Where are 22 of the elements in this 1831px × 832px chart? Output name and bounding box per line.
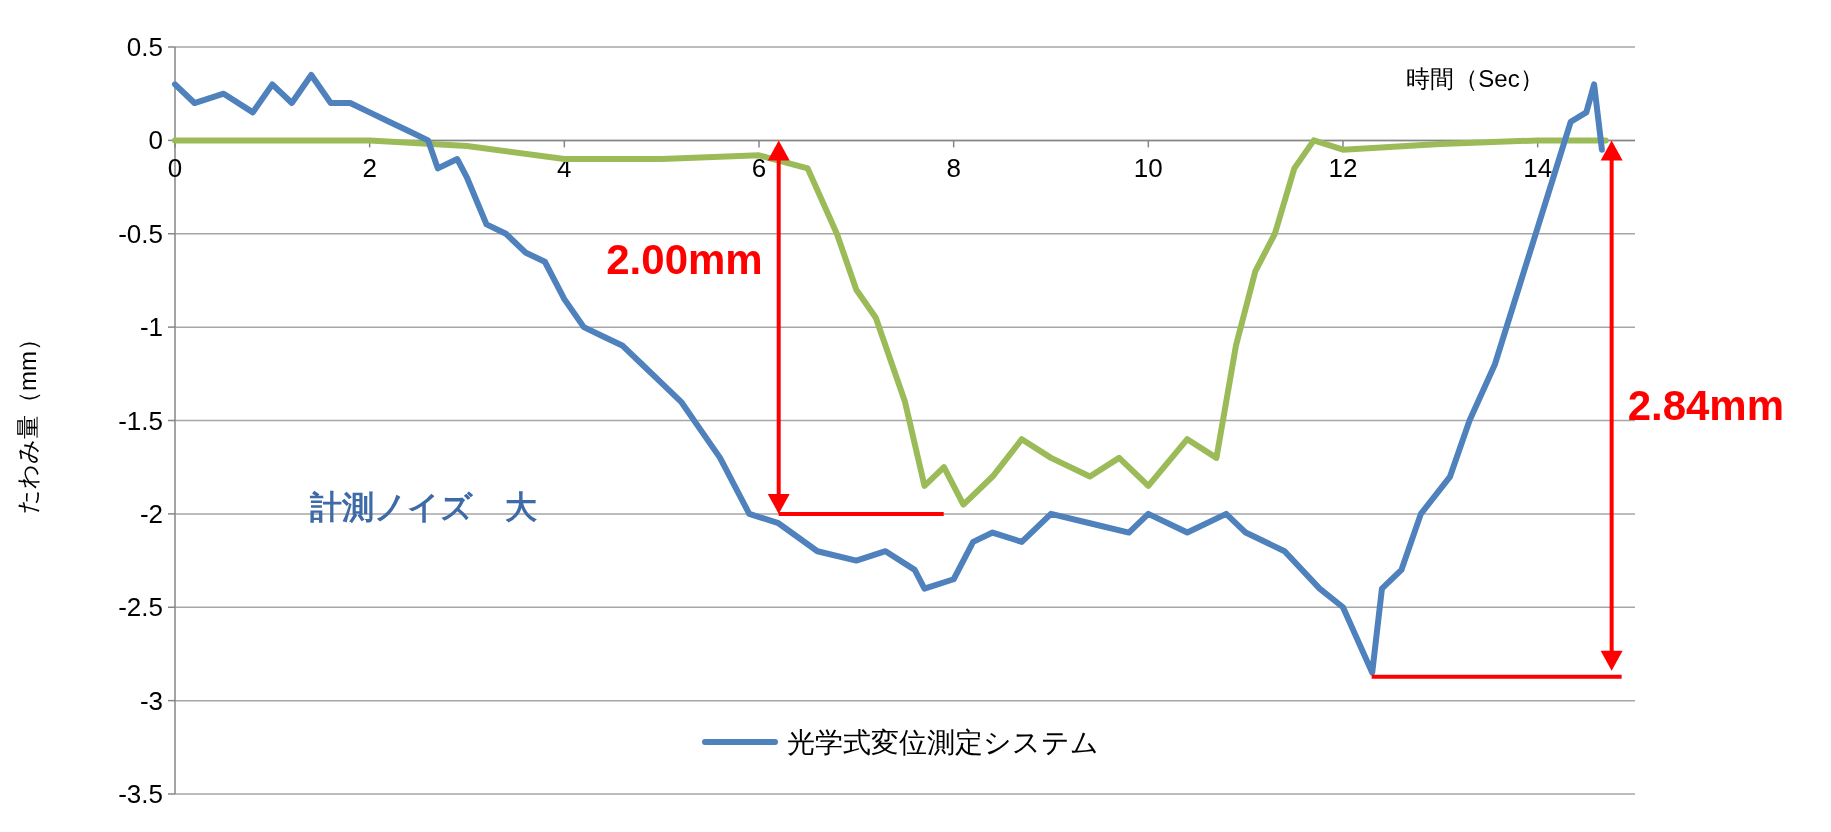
x-tick-label: 10 [1133,153,1163,184]
y-tick-label: -0.5 [118,218,163,249]
y-tick-label: -1.5 [118,405,163,436]
x-tick-label: 6 [751,153,767,184]
x-axis-title: 時間（Sec） [1406,65,1544,92]
y-tick-label: 0.5 [126,32,163,62]
y-tick-label: -2.5 [118,592,163,623]
y-tick-label: -1 [139,312,163,343]
y-tick-label: -3 [139,685,163,716]
x-tick-label: 12 [1328,153,1358,184]
annotation: 2.84mm [1627,381,1785,429]
x-tick-label: 0 [167,153,183,184]
y-axis-title: たわみ量（mm） [14,327,41,514]
y-tick-label: -2 [139,498,163,529]
x-tick-label: 2 [362,153,377,184]
annotation: 計測ノイズ 大 [309,488,537,525]
x-tick-label: 14 [1523,153,1553,184]
y-tick-label: 0 [148,125,163,156]
legend-label: 光学式変位測定システム [787,727,1099,758]
y-tick-label: -3.5 [118,779,163,809]
annotation: 2.00mm [606,235,763,283]
x-tick-label: 8 [946,153,961,184]
